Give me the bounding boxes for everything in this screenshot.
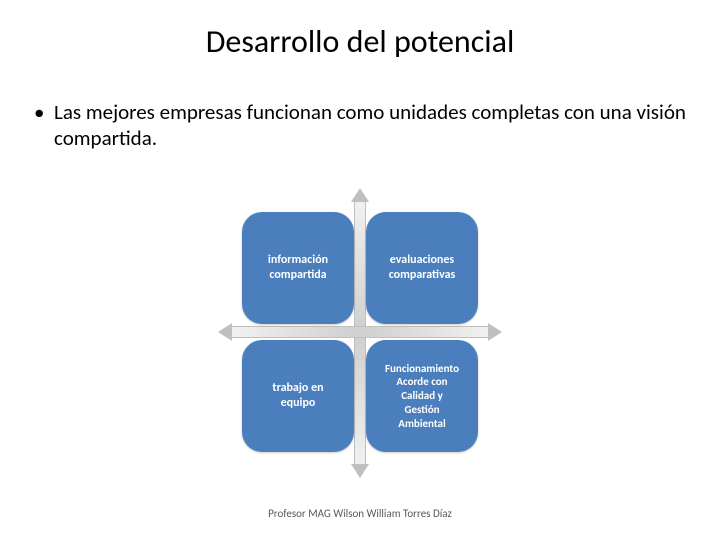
quadrant-top-right: evaluaciones comparativas xyxy=(366,212,478,324)
quad-bl-line2: equipo xyxy=(281,396,316,411)
arrow-up-icon xyxy=(351,188,369,202)
quad-br-line1: Funcionamiento xyxy=(385,362,459,376)
quad-tl-line1: información xyxy=(268,253,328,268)
quad-br-line3: Calidad y xyxy=(401,389,443,403)
cross-horizontal xyxy=(230,326,490,338)
arrow-right-icon xyxy=(488,323,502,341)
slide-title: Desarrollo del potencial xyxy=(0,0,720,61)
quad-bl-line1: trabajo en xyxy=(272,381,323,396)
quad-br-line2: Acorde con xyxy=(396,375,447,389)
quadrant-bottom-right: Funcionamiento Acorde con Calidad y Gest… xyxy=(366,340,478,452)
quad-tr-line1: evaluaciones xyxy=(390,253,454,268)
quadrant-diagram: información compartida evaluaciones comp… xyxy=(210,198,510,478)
quad-br-line5: Ambiental xyxy=(398,417,445,431)
quad-tl-line2: compartida xyxy=(269,268,326,283)
arrow-left-icon xyxy=(218,323,232,341)
bullet-text: Las mejores empresas funcionan como unid… xyxy=(30,99,690,152)
quadrant-bottom-left: trabajo en equipo xyxy=(242,340,354,452)
quad-br-line4: Gestión xyxy=(404,403,439,417)
bullet-area: Las mejores empresas funcionan como unid… xyxy=(0,61,720,152)
slide-footer: Profesor MAG Wilson William Torres Díaz xyxy=(0,507,720,520)
quadrant-top-left: información compartida xyxy=(242,212,354,324)
arrow-down-icon xyxy=(351,464,369,478)
quad-tr-line2: comparativas xyxy=(389,268,456,283)
